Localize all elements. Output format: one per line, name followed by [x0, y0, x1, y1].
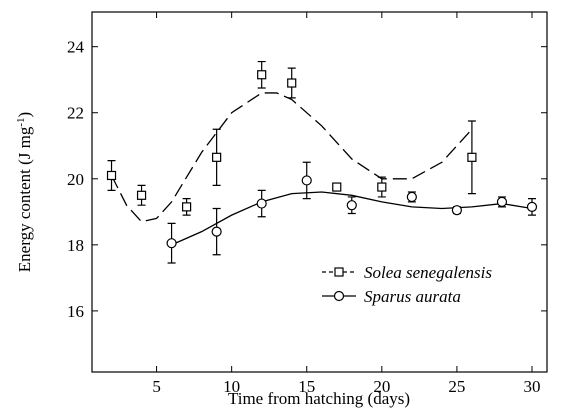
y-label-end: ) [15, 112, 34, 118]
x-tick-label: 15 [298, 377, 315, 396]
y-tick-label: 24 [67, 38, 85, 57]
marker [287, 78, 297, 88]
y-axis-label: Energy content (J mg-1) [15, 112, 34, 272]
legend-marker [333, 290, 345, 302]
marker [406, 191, 417, 203]
y-tick-label: 16 [67, 302, 84, 321]
marker [136, 190, 147, 200]
marker [377, 182, 387, 192]
marker [451, 205, 463, 216]
fit-curve [110, 92, 473, 223]
fit-curve [171, 191, 533, 246]
marker [166, 238, 177, 249]
y-tick-label: 22 [67, 104, 84, 123]
y-label-main: Energy content (J mg [15, 126, 34, 272]
marker [526, 201, 538, 212]
marker [496, 196, 508, 208]
marker [257, 70, 267, 80]
x-tick-label: 10 [223, 377, 240, 396]
legend-label: Solea senegalensis [364, 263, 492, 282]
plot-frame [91, 11, 548, 373]
y-label-sup: -1 [15, 117, 27, 126]
marker [212, 152, 222, 162]
marker [211, 226, 222, 237]
x-tick-label: 5 [152, 377, 161, 396]
marker [301, 175, 312, 186]
marker [182, 202, 192, 212]
x-axis-label: Time from hatching (days) [228, 389, 410, 408]
x-tick-label: 20 [373, 377, 390, 396]
legend-marker [334, 267, 344, 277]
legend-label: Sparus aurata [364, 287, 461, 306]
x-tick-label: 30 [523, 377, 540, 396]
x-tick-label: 25 [448, 377, 465, 396]
y-tick-label: 18 [67, 236, 84, 255]
marker [256, 198, 267, 209]
marker [332, 182, 342, 192]
marker [106, 170, 117, 181]
marker [467, 152, 477, 162]
marker [346, 200, 357, 211]
y-tick-label: 20 [67, 170, 84, 189]
